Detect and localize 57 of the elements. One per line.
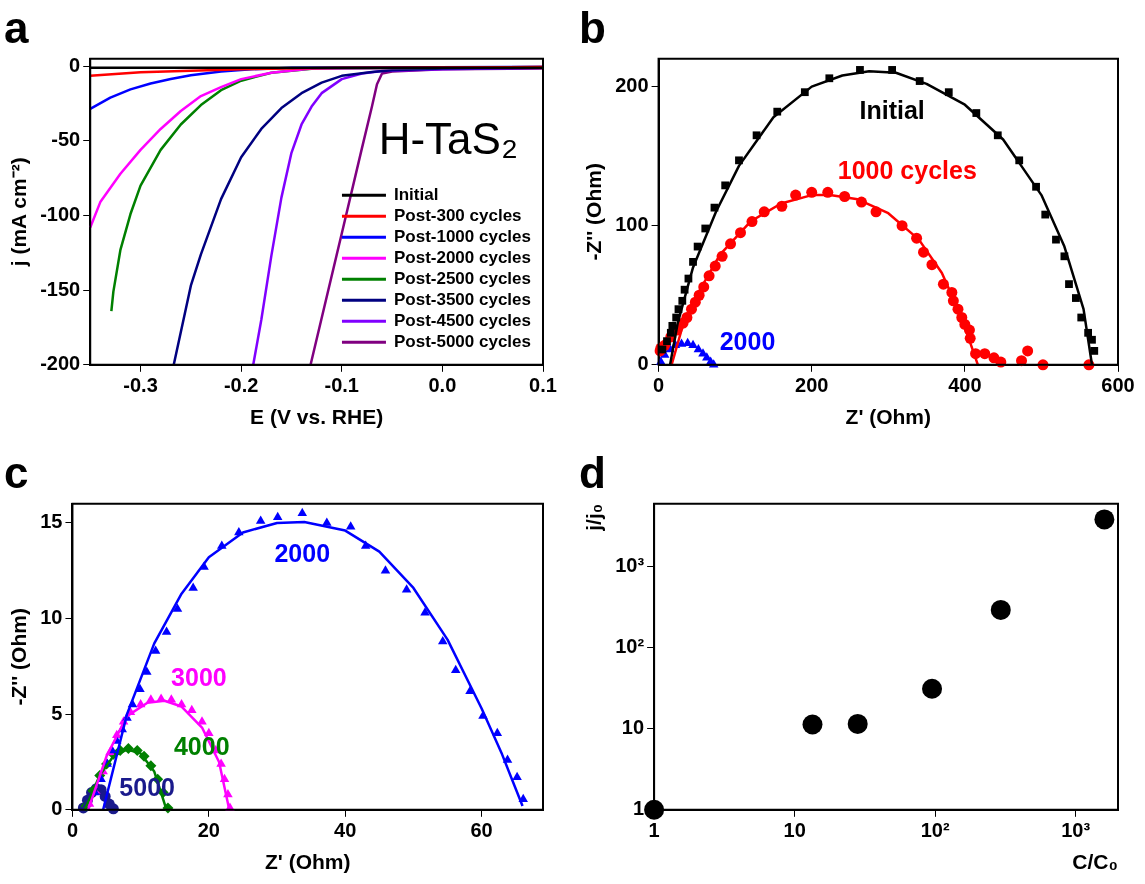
x-axis-title: C/C₀ bbox=[1072, 850, 1118, 874]
series-label: 1000 cycles bbox=[837, 156, 977, 185]
chart-title: c bbox=[4, 447, 29, 497]
annotation: H-TaS₂ bbox=[378, 113, 518, 163]
chart-title: a bbox=[4, 2, 29, 52]
legend-label: Post-4500 cycles bbox=[393, 310, 532, 330]
x-axis-title: Z' (Ohm) bbox=[845, 405, 932, 429]
legend-label: Post-2500 cycles bbox=[393, 268, 532, 288]
y-tick-label: 200 bbox=[615, 74, 649, 97]
x-tick-label: 10³ bbox=[1061, 819, 1091, 842]
y-axis-title: -Z'' (Ohm) bbox=[582, 163, 606, 261]
series-label: 3000 bbox=[171, 662, 227, 691]
x-tick-label: 20 bbox=[197, 819, 220, 842]
series-label: Initial bbox=[859, 95, 925, 124]
y-tick-label: 0 bbox=[637, 352, 649, 375]
y-tick-label: -200 bbox=[40, 352, 81, 375]
y-tick-label: 10³ bbox=[615, 554, 645, 577]
y-tick-label: 0 bbox=[69, 53, 81, 76]
legend-label: Post-5000 cycles bbox=[393, 331, 532, 351]
x-tick-label: -0.2 bbox=[223, 374, 259, 397]
x-axis-title: E (V vs. RHE) bbox=[250, 405, 384, 429]
legend-label: Post-3500 cycles bbox=[393, 289, 532, 309]
series-label: 2000 bbox=[274, 539, 331, 568]
x-tick-label: 10² bbox=[920, 819, 950, 842]
y-axis-title: j (mA cm⁻²) bbox=[7, 157, 31, 268]
y-tick-label: 15 bbox=[40, 510, 63, 533]
x-axis-title: Z' (Ohm) bbox=[264, 850, 351, 874]
x-tick-label: 0.0 bbox=[428, 374, 457, 397]
x-tick-label: 0 bbox=[653, 374, 665, 397]
y-tick-label: 0 bbox=[51, 797, 63, 820]
x-tick-label: 0.1 bbox=[529, 374, 557, 397]
x-tick-label: 600 bbox=[1101, 374, 1135, 397]
chart-title: b bbox=[579, 2, 606, 52]
x-tick-label: 200 bbox=[795, 374, 829, 397]
x-tick-label: 60 bbox=[470, 819, 493, 842]
x-tick-label: 400 bbox=[948, 374, 982, 397]
y-tick-label: 10² bbox=[615, 635, 645, 658]
y-axis-title: -Z'' (Ohm) bbox=[7, 608, 31, 706]
y-tick-label: -50 bbox=[51, 128, 81, 151]
y-tick-label: -150 bbox=[40, 277, 81, 300]
chart-title: d bbox=[579, 447, 606, 497]
y-tick-label: 10 bbox=[40, 606, 63, 629]
x-tick-label: 10 bbox=[783, 819, 806, 842]
y-tick-label: 5 bbox=[51, 701, 63, 724]
x-tick-label: -0.1 bbox=[324, 374, 359, 397]
x-tick-label: 40 bbox=[334, 819, 357, 842]
legend-label: Post-2000 cycles bbox=[393, 247, 532, 267]
y-tick-label: 100 bbox=[615, 213, 649, 236]
legend-label: Post-1000 cycles bbox=[393, 226, 532, 246]
legend-label: Initial bbox=[393, 184, 439, 204]
y-tick-label: 1 bbox=[632, 797, 645, 820]
y-tick-label: 10 bbox=[621, 716, 645, 739]
x-tick-label: -0.3 bbox=[123, 374, 158, 397]
y-axis-title: j/j₀ bbox=[582, 503, 606, 532]
legend-label: Post-300 cycles bbox=[393, 205, 522, 225]
y-tick-label: -100 bbox=[40, 203, 81, 226]
series-label: 2000 bbox=[719, 327, 776, 356]
